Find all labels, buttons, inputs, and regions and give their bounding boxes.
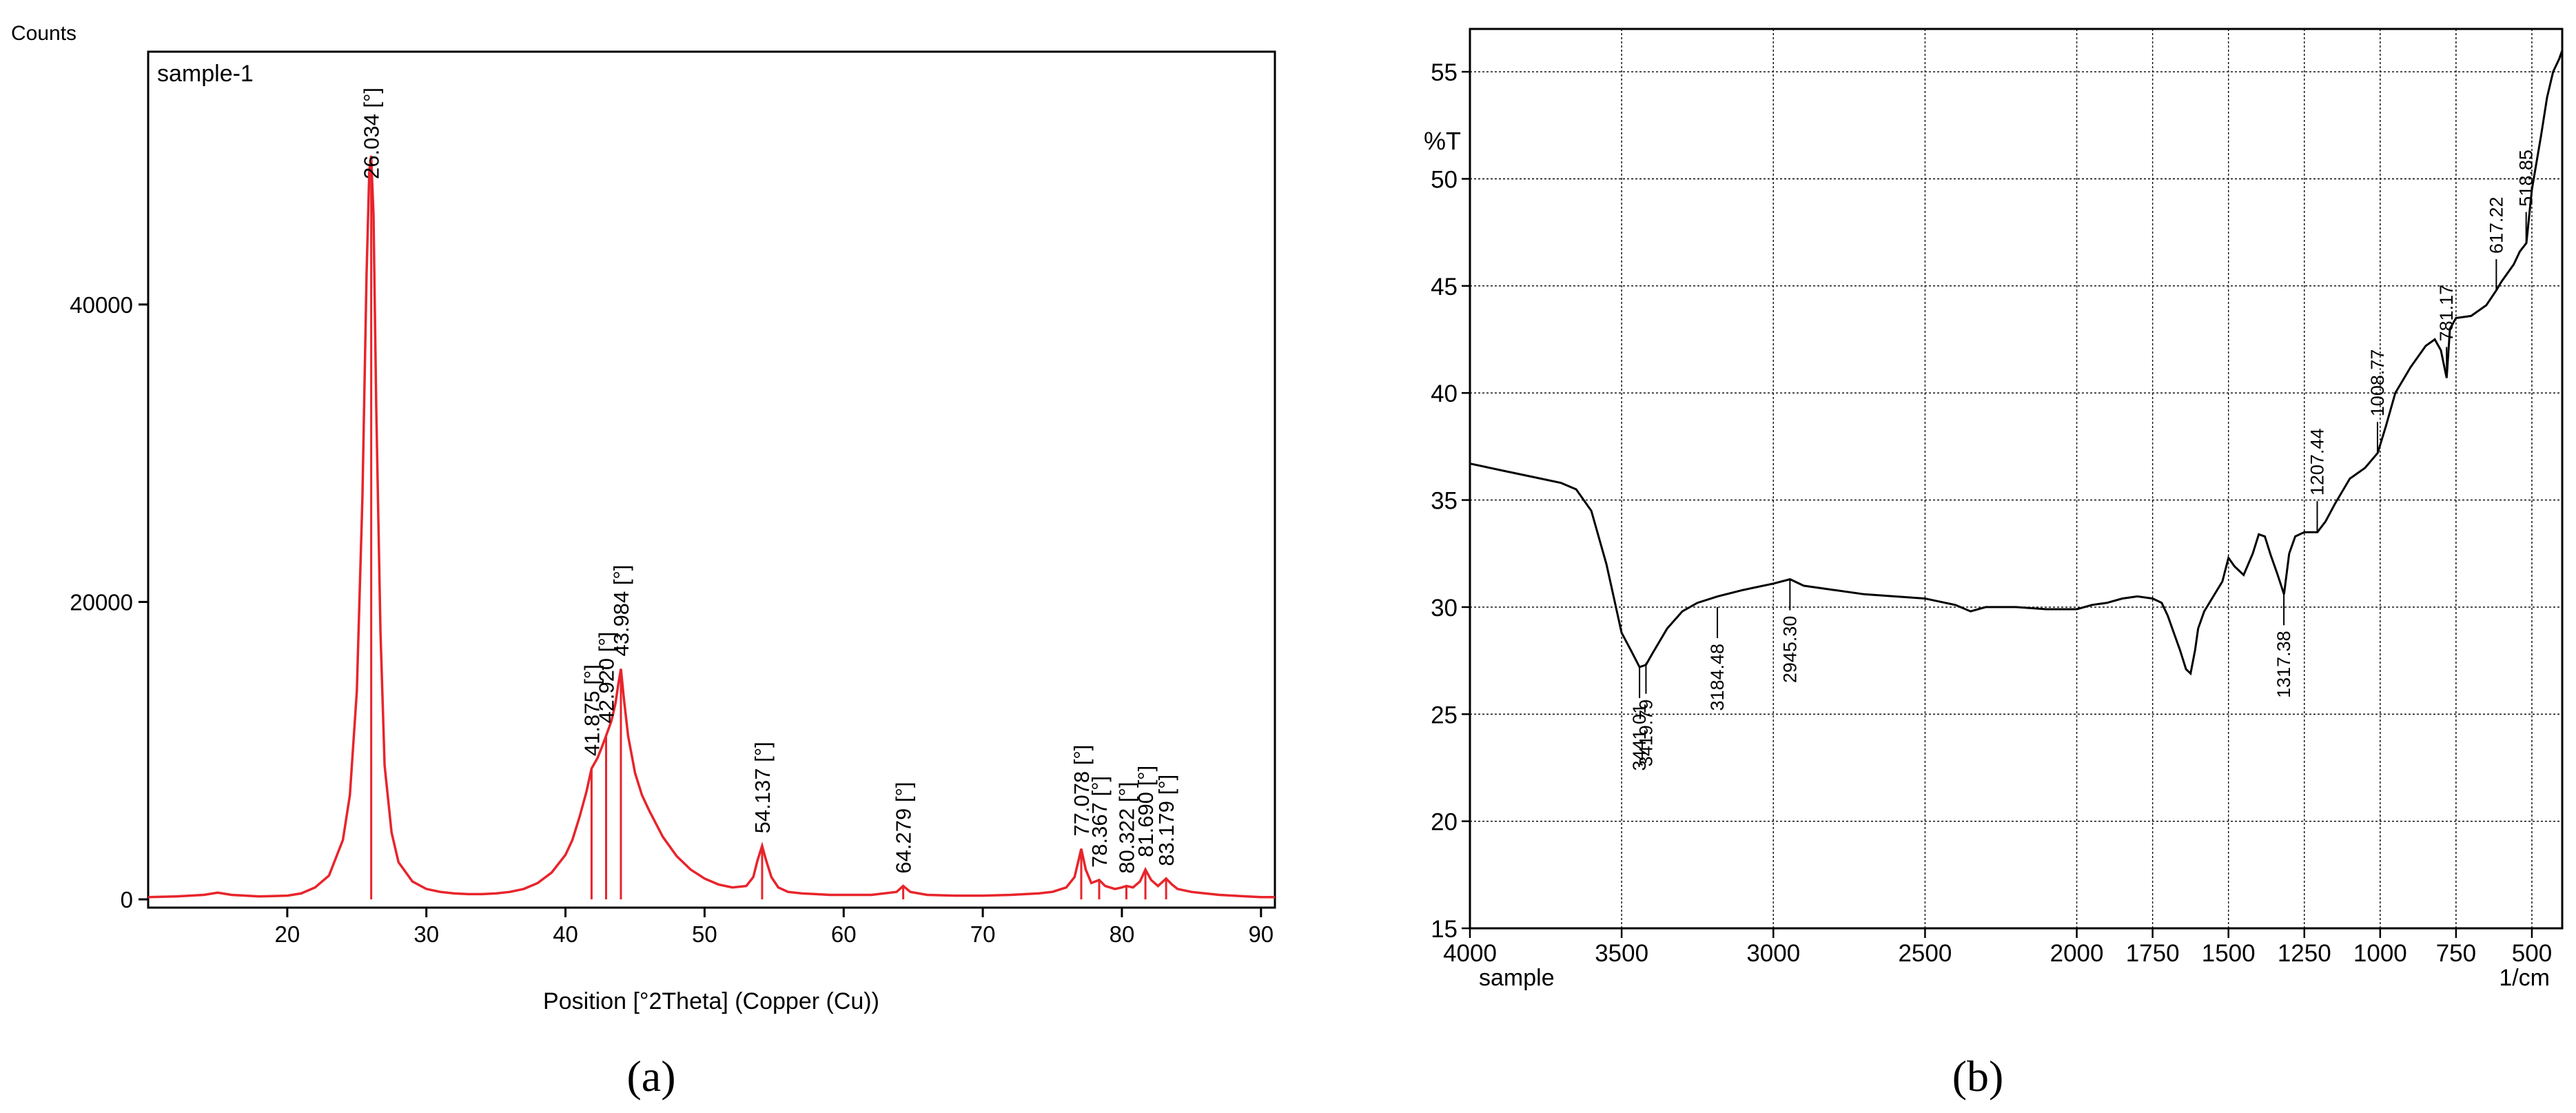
b-peak-label: 781.17	[2436, 285, 2457, 342]
b-y-tick-label: 25	[1431, 702, 1458, 728]
b-x-tick-label: 3500	[1595, 940, 1648, 967]
b-y-tick-label: 55	[1431, 59, 1458, 86]
b-peak-label: 518.85	[2516, 150, 2537, 207]
b-peak-label: 617.22	[2486, 196, 2506, 254]
a-peak-label: 77.078 [°]	[1070, 745, 1094, 837]
a-x-tick-label: 60	[831, 921, 857, 947]
a-x-tick-label: 80	[1110, 921, 1135, 947]
a-peak-label: 26.034 [°]	[360, 88, 384, 179]
b-sample-label: sample	[1479, 965, 1555, 991]
b-x-tick-label: 3000	[1746, 940, 1800, 967]
b-x-tick-label: 1000	[2353, 940, 2407, 967]
panel-b-chart: 4000 3500 3000 2500 2000 1750 1500 1250 1000 750 5…	[1424, 28, 2564, 1101]
a-peak-label: 41.875 [°]	[580, 664, 604, 756]
b-y-tick-label: 35	[1431, 488, 1458, 515]
a-x-tick-label: 50	[692, 921, 717, 947]
a-y-tick-label: 0	[121, 887, 133, 912]
b-x-tick-label: 1500	[2202, 940, 2256, 967]
a-chart-title: sample-1	[157, 61, 254, 87]
panel-a-chart: Counts sample-1 20 30 40 50 60 70 80 90 0 20000 40…	[11, 22, 1276, 1101]
b-y-tick-label: 30	[1431, 595, 1458, 622]
a-x-tick-label: 40	[553, 921, 578, 947]
b-peak-label: 1008.77	[2367, 349, 2388, 417]
b-y-tick-label: 40	[1431, 380, 1458, 407]
b-peak-label: 2945.30	[1779, 616, 1800, 684]
b-x-axis-label: 1/cm	[2499, 965, 2550, 991]
a-peak-label: 42.920 [°]	[594, 632, 618, 724]
a-peak-label: 80.322 [°]	[1114, 782, 1138, 874]
b-x-tick-label: 2500	[1898, 940, 1952, 967]
a-peak-label: 83.179 [°]	[1154, 775, 1178, 866]
b-y-tick-label: 45	[1431, 274, 1458, 300]
b-peak-label: 1317.38	[2273, 631, 2294, 698]
a-peak-label: 54.137 [°]	[750, 742, 775, 833]
b-y-tick-label: 15	[1431, 916, 1458, 943]
b-x-tick-label: 1750	[2126, 940, 2180, 967]
b-peak-label: 1207.44	[2307, 429, 2328, 496]
b-y-axis-label: %T	[1424, 127, 1461, 155]
a-y-tick-label: 20000	[70, 589, 133, 615]
a-peak-label: 43.984 [°]	[609, 564, 633, 656]
a-x-tick-label: 90	[1248, 921, 1274, 947]
a-series-line	[147, 155, 1275, 899]
b-plot-frame	[1469, 28, 2564, 930]
b-x-tick-label: 4000	[1443, 940, 1497, 967]
a-x-tick-label: 70	[970, 921, 996, 947]
a-peak-label: 64.279 [°]	[892, 782, 916, 874]
a-y-tick-label: 40000	[70, 292, 133, 318]
b-x-tick-label: 500	[2512, 940, 2552, 967]
b-x-tick-label: 1250	[2278, 940, 2331, 967]
b-peak-label: 3441.01	[1629, 704, 1650, 771]
a-x-tick-label: 20	[274, 921, 300, 947]
a-plot-frame	[147, 50, 1276, 909]
b-x-tick-label: 750	[2436, 940, 2476, 967]
a-panel-caption: (a)	[626, 1052, 675, 1101]
b-peak-label: 3184.48	[1707, 644, 1728, 711]
b-panel-caption: (b)	[1952, 1052, 2004, 1101]
b-y-tick-label: 50	[1431, 167, 1458, 194]
b-peak-label: 3419.79	[1635, 700, 1656, 767]
a-y-axis-label: Counts	[11, 22, 76, 45]
a-peak-label: 81.690 [°]	[1134, 766, 1158, 857]
b-y-tick-label: 20	[1431, 809, 1458, 836]
a-x-tick-label: 30	[413, 921, 439, 947]
b-series-line	[1469, 50, 2564, 676]
a-x-axis-label: Position [°2Theta] (Copper (Cu))	[543, 988, 879, 1014]
a-peak-label: 78.367 [°]	[1087, 776, 1112, 868]
b-x-tick-label: 2000	[2050, 940, 2104, 967]
